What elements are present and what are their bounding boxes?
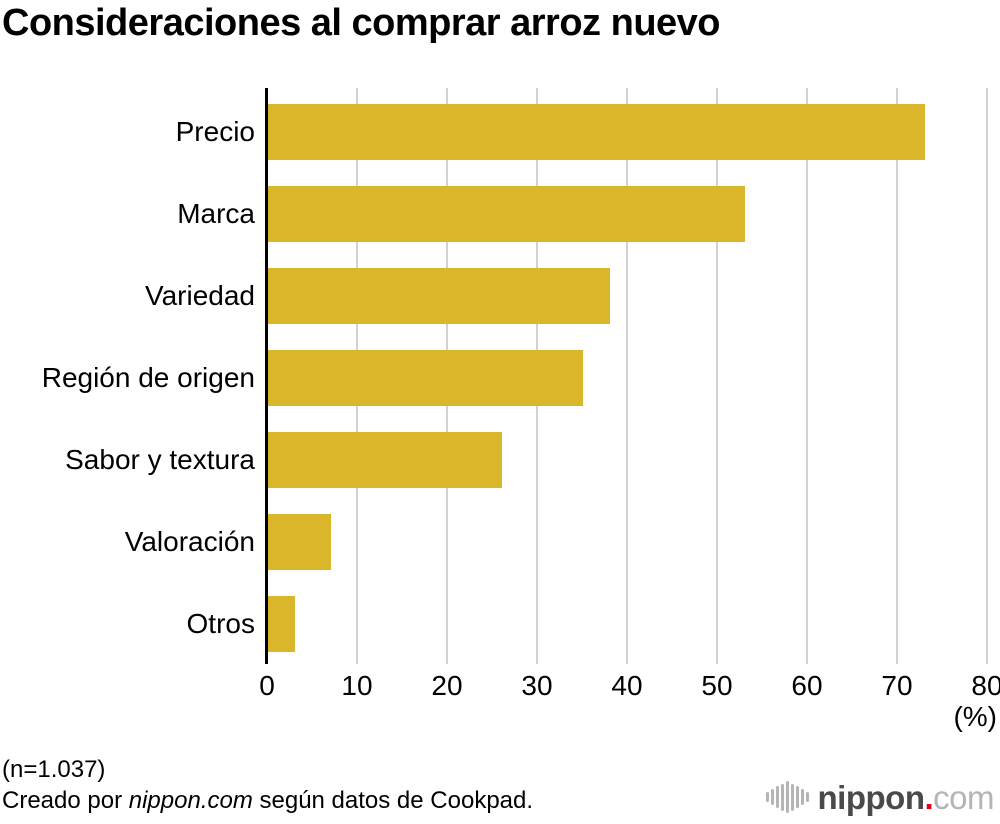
bar-precio (268, 104, 925, 160)
credit-line: Creado por nippon.com según datos de Coo… (2, 787, 533, 815)
gridline-40 (626, 88, 628, 664)
x-tick-label-70: 70 (881, 670, 913, 701)
logo-name: nippon (817, 778, 925, 816)
bar-variedad (268, 268, 610, 324)
category-label-variedad: Variedad (144, 280, 255, 311)
category-label-precio: Precio (175, 116, 255, 147)
category-label-regi-n-de-origen: Región de origen (41, 362, 255, 393)
x-tick-label-80: 80 (971, 670, 1000, 701)
logo-dot: . (924, 778, 934, 816)
category-label-otros: Otros (186, 608, 255, 639)
gridline-60 (806, 88, 808, 664)
page-title: Consideraciones al comprar arroz nuevo (2, 2, 721, 44)
x-tick-label-10: 10 (341, 670, 373, 701)
gridline-50 (716, 88, 718, 664)
bar-marca (268, 186, 745, 242)
category-label-sabor-y-textura: Sabor y textura (65, 444, 255, 475)
x-tick-label-0: 0 (259, 670, 275, 701)
x-tick-label-20: 20 (431, 670, 463, 701)
nippon-logo: nippon.com (765, 776, 995, 818)
sample-size-note: (n=1.037) (2, 756, 106, 783)
gridline-70 (896, 88, 898, 664)
x-tick-label-40: 40 (611, 670, 643, 701)
plot-area (265, 88, 989, 664)
bar-sabor-y-textura (268, 432, 502, 488)
logo-wordmark: nippon.com (817, 778, 995, 816)
x-tick-label-60: 60 (791, 670, 823, 701)
y-axis-line (265, 88, 268, 664)
x-unit-label: (%) (953, 701, 997, 732)
category-label-valoraci-n: Valoración (124, 526, 255, 557)
gridline-80 (986, 88, 988, 664)
bar-regi-n-de-origen (268, 350, 583, 406)
category-label-marca: Marca (177, 198, 255, 229)
bar-valoraci-n (268, 514, 331, 570)
x-tick-label-30: 30 (521, 670, 553, 701)
bar-otros (268, 596, 295, 652)
credit-source: nippon.com (128, 787, 253, 814)
soundwave-bars-icon (765, 781, 809, 813)
credit-prefix: Creado por (2, 787, 129, 814)
logo-tld: com (933, 778, 994, 816)
credit-suffix: según datos de Cookpad. (252, 787, 534, 814)
x-tick-label-50: 50 (701, 670, 733, 701)
